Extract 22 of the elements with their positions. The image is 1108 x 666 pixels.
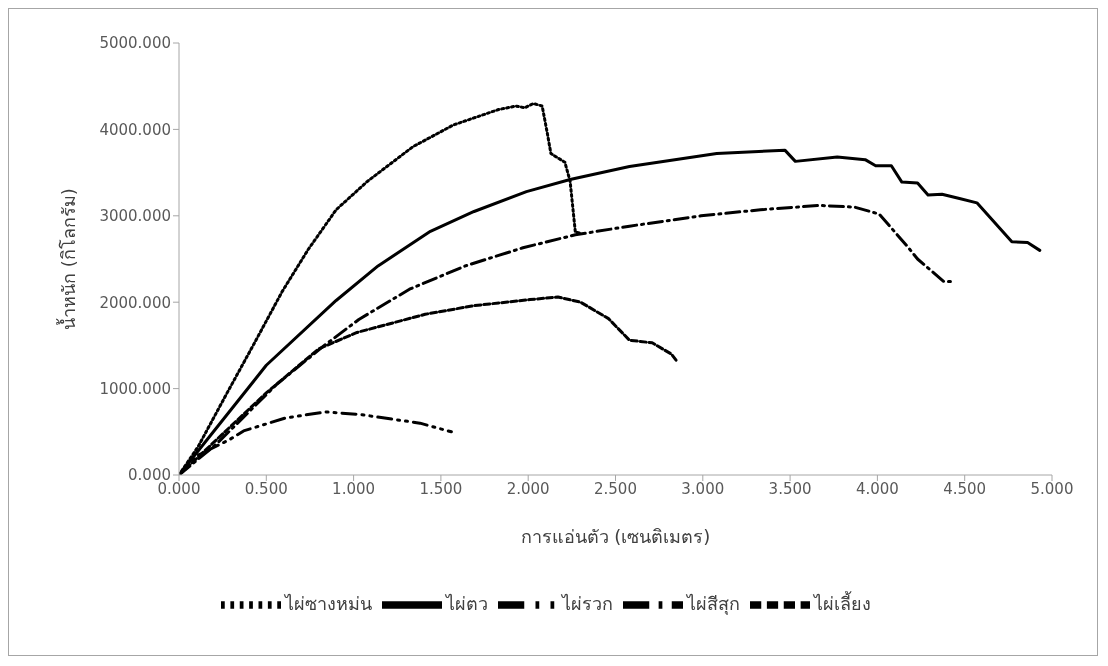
x-tick-label: 1.000 [332, 479, 376, 498]
x-tick-label: 0.500 [244, 479, 288, 498]
legend-label: ไผ่เลี้ยง [813, 593, 871, 614]
y-tick-label: 1000.000 [99, 379, 171, 398]
x-tick-label: 3.000 [681, 479, 725, 498]
y-tick-label: 2000.000 [99, 293, 171, 312]
x-tick-label: 2.000 [506, 479, 550, 498]
x-axis-title: การแอ่นตัว (เซนติเมตร) [520, 526, 711, 547]
y-tick-label: 5000.000 [99, 34, 171, 53]
legend-label: ไผ่รวก [561, 593, 613, 614]
legend-label: ไผ่ซางหม่น [284, 593, 372, 614]
x-tick-label: 4.500 [943, 479, 987, 498]
x-tick-label: 4.000 [855, 479, 899, 498]
y-tick-label: 3000.000 [99, 207, 171, 226]
legend-label: ไผ่ตว [445, 593, 488, 614]
x-tick-label: 2.500 [594, 479, 637, 498]
legend-label: ไผ่สีสุก [686, 593, 740, 614]
x-tick-label: 3.500 [768, 479, 812, 498]
y-axis-title: น้ำหนัก (กิโลกรัม) [56, 188, 80, 330]
x-tick-label: 5.000 [1030, 479, 1074, 498]
x-tick-label: 1.500 [419, 479, 463, 498]
y-tick-label: 4000.000 [99, 120, 171, 139]
